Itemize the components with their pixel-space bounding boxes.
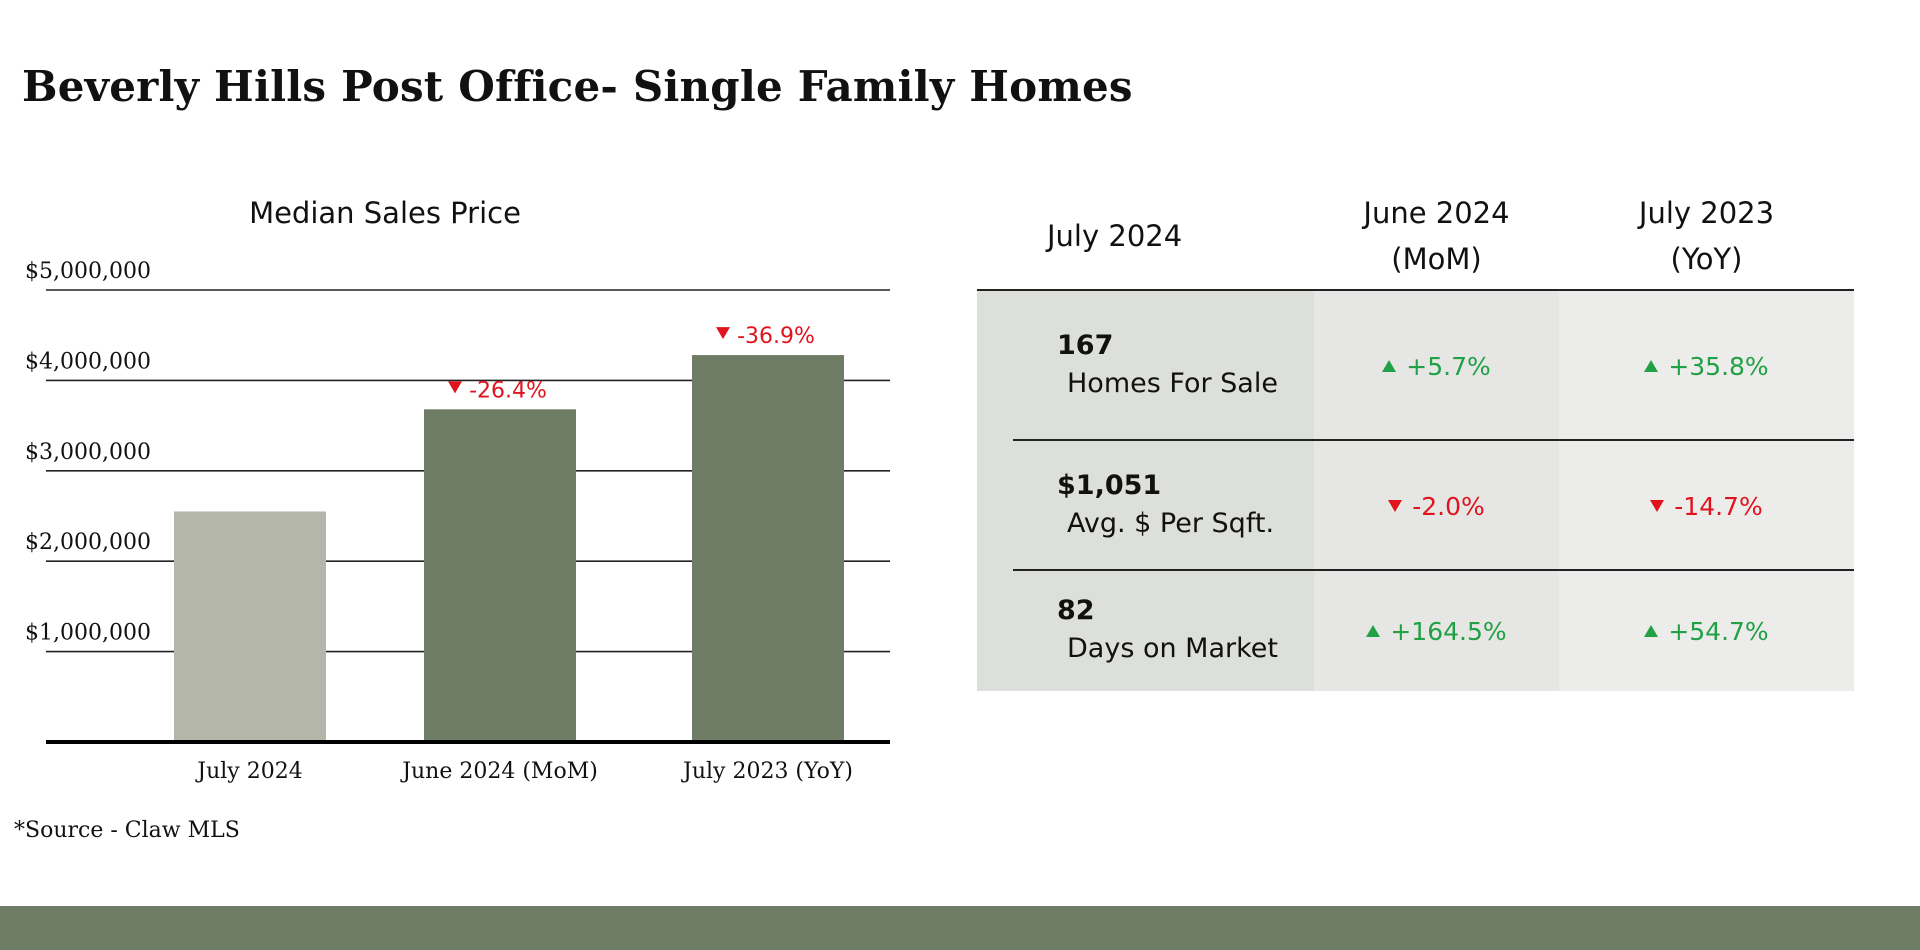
footer-band	[0, 906, 1920, 950]
mom-change: +5.7%	[1382, 351, 1491, 381]
trend-arrow-icon	[1644, 360, 1659, 372]
yoy-cell: +54.7%	[1559, 571, 1854, 691]
metric-value: 167	[1057, 330, 1114, 361]
row-divider	[1013, 569, 1854, 571]
trend-arrow-icon	[1382, 360, 1397, 372]
y-tick-label: $1,000,000	[25, 621, 151, 646]
mom-cell: -2.0%	[1314, 441, 1559, 571]
header-mom-line1: June 2024	[1363, 196, 1510, 230]
trend-arrow-icon	[716, 327, 730, 340]
stats-row-price-per-sqft: $1,051 Avg. $ Per Sqft. -2.0% -14.7%	[977, 441, 1854, 571]
y-tick-label: $5,000,000	[25, 259, 151, 284]
page-title: Beverly Hills Post Office- Single Family…	[22, 62, 1133, 111]
source-note: *Source - Claw MLS	[14, 818, 240, 843]
bar	[174, 511, 326, 742]
metric-cell: 167 Homes For Sale	[977, 291, 1314, 441]
mom-change-text: -2.0%	[1412, 491, 1485, 521]
header-yoy-label: July 2023 (YoY)	[1639, 190, 1774, 282]
metric-label: Days on Market	[1067, 633, 1278, 664]
chart-title: Median Sales Price	[249, 196, 521, 230]
trend-arrow-icon	[1366, 625, 1381, 637]
data-label: -36.9%	[737, 324, 815, 349]
mom-change: +164.5%	[1366, 616, 1507, 646]
header-yoy-line2: (YoY)	[1670, 242, 1743, 276]
header-current: July 2024	[977, 190, 1314, 290]
metric-cell: 82 Days on Market	[977, 571, 1314, 691]
yoy-change-text: +54.7%	[1668, 616, 1769, 646]
metric-cell: $1,051 Avg. $ Per Sqft.	[977, 441, 1314, 571]
trend-arrow-icon	[1644, 625, 1659, 637]
mom-change: -2.0%	[1388, 492, 1485, 521]
median-sales-price-chart: $1,000,000 $2,000,000 $3,000,000 $4,000,000…	[25, 259, 890, 784]
bar	[424, 409, 576, 742]
x-tick-label: July 2023 (YoY)	[681, 759, 853, 784]
mom-cell: +5.7%	[1314, 291, 1559, 441]
metric-value: 82	[1057, 595, 1095, 626]
yoy-cell: +35.8%	[1559, 291, 1854, 441]
header-current-label: July 2024	[1047, 219, 1183, 253]
mom-cell: +164.5%	[1314, 571, 1559, 691]
yoy-change-text: -14.7%	[1674, 491, 1763, 521]
header-mom: June 2024 (MoM)	[1314, 190, 1559, 290]
y-tick-label: $4,000,000	[25, 349, 151, 374]
yoy-change-text: +35.8%	[1668, 351, 1769, 381]
metric-label: Avg. $ Per Sqft.	[1067, 508, 1275, 539]
row-divider	[1013, 439, 1854, 441]
y-tick-label: $3,000,000	[25, 440, 151, 465]
trend-arrow-icon	[1650, 500, 1665, 512]
yoy-change: +54.7%	[1644, 616, 1769, 646]
bar	[692, 355, 844, 742]
y-tick-label: $2,000,000	[25, 530, 151, 555]
data-label: -26.4%	[469, 378, 547, 403]
x-tick-label: June 2024 (MoM)	[400, 759, 598, 784]
header-mom-line2: (MoM)	[1391, 242, 1482, 276]
trend-arrow-icon	[1388, 500, 1403, 512]
yoy-cell: -14.7%	[1559, 441, 1854, 571]
header-yoy: July 2023 (YoY)	[1559, 190, 1854, 290]
trend-arrow-icon	[448, 381, 462, 394]
yoy-change: -14.7%	[1650, 491, 1763, 521]
header-mom-label: June 2024 (MoM)	[1363, 190, 1509, 282]
x-tick-label: July 2024	[195, 759, 302, 784]
mom-change-text: +5.7%	[1406, 351, 1491, 381]
metric-value: $1,051	[1057, 470, 1162, 501]
metric-label: Homes For Sale	[1067, 368, 1278, 399]
stats-row-homes-for-sale: 167 Homes For Sale +5.7% +35.8%	[977, 291, 1854, 441]
stats-row-days-on-market: 82 Days on Market +164.5% +54.7%	[977, 571, 1854, 691]
stats-header: July 2024 June 2024 (MoM) July 2023 (YoY…	[977, 190, 1854, 291]
header-yoy-line1: July 2023	[1638, 196, 1775, 230]
mom-change-text: +164.5%	[1390, 616, 1507, 646]
yoy-change: +35.8%	[1644, 351, 1769, 381]
stats-table: July 2024 June 2024 (MoM) July 2023 (YoY…	[977, 190, 1854, 691]
